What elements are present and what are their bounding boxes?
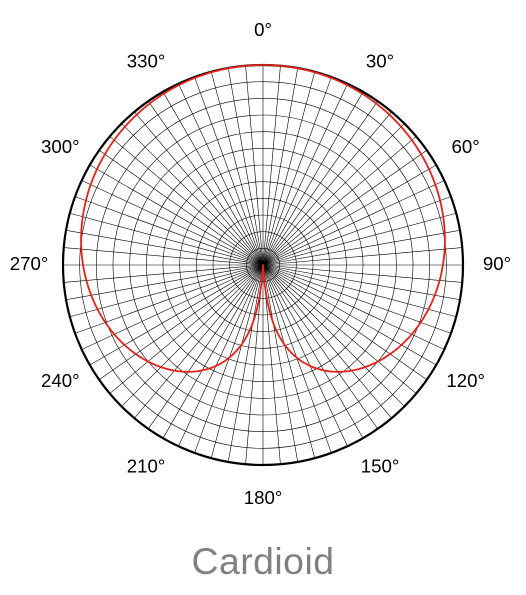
angle-label: 270° (10, 253, 49, 274)
angle-label: 60° (452, 136, 480, 157)
chart-caption: Cardioid (0, 540, 526, 583)
polar-chart-container: 0° 30° 60° 90° 120° 150° 180° 210° 240° 270° 300° 3… (0, 0, 526, 595)
angle-label: 120° (446, 370, 485, 391)
angle-label: 0° (254, 19, 272, 40)
angle-label: 210° (127, 456, 166, 477)
angle-label: 180° (244, 487, 283, 508)
angle-label: 150° (361, 456, 400, 477)
angle-label: 300° (41, 136, 80, 157)
angle-label: 90° (483, 253, 511, 274)
angle-label: 240° (41, 370, 80, 391)
angle-label: 30° (366, 50, 394, 71)
polar-chart-svg: 0° 30° 60° 90° 120° 150° 180° 210° 240° 270° 300° 3… (0, 0, 526, 595)
angle-label: 330° (127, 50, 166, 71)
